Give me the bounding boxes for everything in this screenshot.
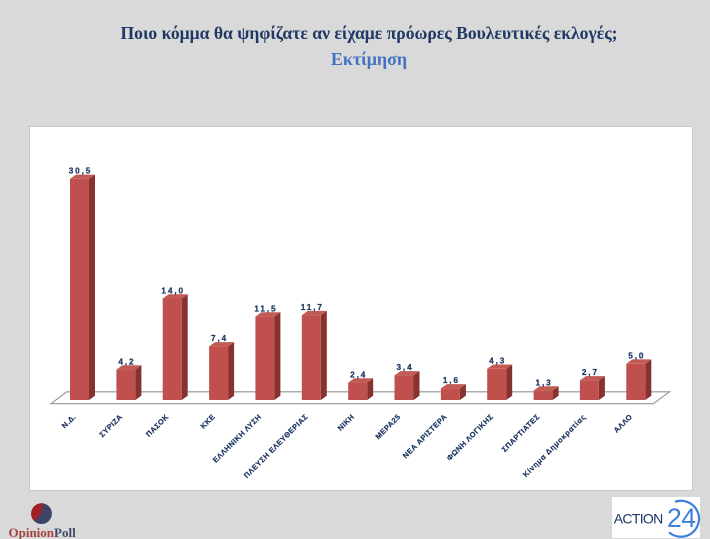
svg-text:Ν.Δ.: Ν.Δ. [60, 412, 78, 430]
svg-text:1,3: 1,3 [536, 378, 553, 387]
svg-text:2,4: 2,4 [350, 370, 367, 379]
svg-text:ACTION: ACTION [614, 511, 663, 527]
svg-text:4,3: 4,3 [489, 357, 506, 366]
svg-text:ΦΩΝΗ ΛΟΓΙΚΗΣ: ΦΩΝΗ ΛΟΓΙΚΗΣ [445, 412, 495, 462]
svg-text:ΜΕΡΑ25: ΜΕΡΑ25 [374, 412, 403, 441]
svg-text:ΑΛΛΟ: ΑΛΛΟ [612, 412, 634, 434]
svg-text:OpinionPoll: OpinionPoll [9, 525, 77, 539]
svg-text:11,7: 11,7 [301, 303, 324, 312]
svg-text:14,0: 14,0 [161, 286, 185, 295]
svg-text:ΣΠΑΡΤΙΑΤΕΣ: ΣΠΑΡΤΙΑΤΕΣ [500, 412, 542, 454]
svg-text:24: 24 [667, 503, 695, 533]
svg-text:5,0: 5,0 [628, 352, 645, 361]
svg-text:ΕΛΛΗΝΙΚΗ ΛΥΣΗ: ΕΛΛΗΝΙΚΗ ΛΥΣΗ [211, 412, 263, 464]
svg-text:ΝΕΑ ΑΡΙΣΤΕΡΑ: ΝΕΑ ΑΡΙΣΤΕΡΑ [401, 412, 449, 460]
svg-text:ΚΚΕ: ΚΚΕ [199, 412, 217, 430]
svg-text:4,2: 4,2 [118, 357, 135, 366]
svg-text:ΝΙΚΗ: ΝΙΚΗ [336, 412, 356, 432]
svg-text:30,5: 30,5 [69, 167, 93, 176]
svg-text:ΠΑΣΟΚ: ΠΑΣΟΚ [144, 412, 171, 439]
svg-text:11,5: 11,5 [254, 304, 277, 313]
svg-text:7,4: 7,4 [211, 334, 228, 343]
svg-text:3,4: 3,4 [396, 363, 413, 372]
svg-text:2,7: 2,7 [582, 368, 599, 377]
svg-text:1,6: 1,6 [443, 376, 460, 385]
svg-text:ΣΥΡΙΖΑ: ΣΥΡΙΖΑ [97, 412, 124, 439]
